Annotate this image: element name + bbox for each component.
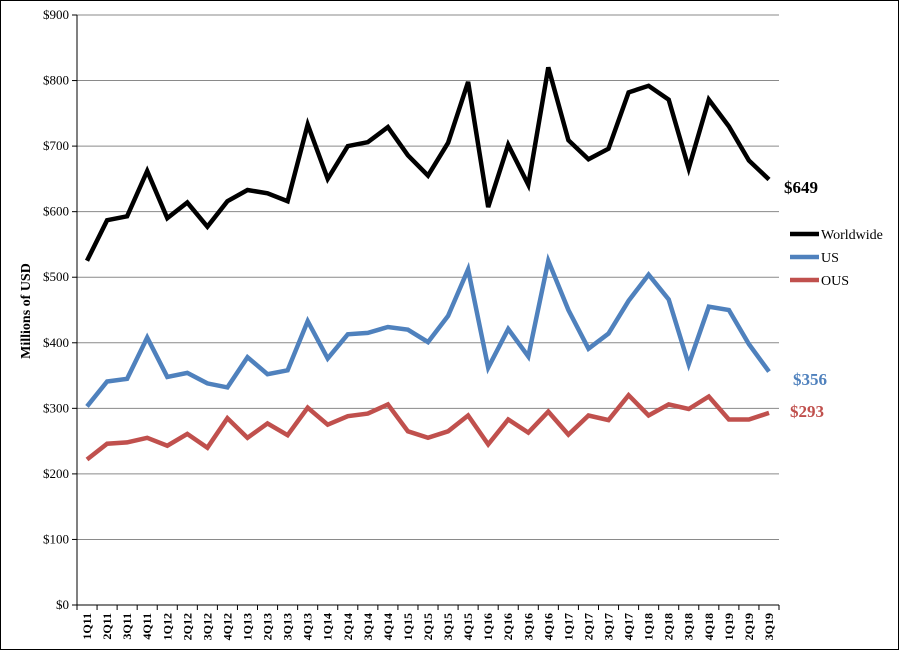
- y-tick-labels: $0 $100 $200 $300 $400 $500 $600 $700 $800 $900: [43, 7, 69, 612]
- series-line-worldwide: [84, 66, 771, 262]
- x-tick-label: 2Q12: [180, 613, 194, 640]
- x-tick-label: 1Q14: [321, 613, 335, 640]
- axes: [72, 14, 780, 610]
- end-label-worldwide: $649: [784, 178, 818, 197]
- x-tick-label: 2Q11: [100, 613, 114, 640]
- y-tick-label: $300: [43, 400, 69, 415]
- x-tick-label: 1Q12: [160, 613, 174, 640]
- y-tick-label: $700: [43, 138, 69, 153]
- y-tick-label: $200: [43, 466, 69, 481]
- series-line-ous: [85, 391, 770, 462]
- x-tick-label: 2Q14: [341, 613, 355, 640]
- legend: Worldwide US OUS: [790, 228, 883, 289]
- y-tick-label: $500: [43, 269, 69, 284]
- x-tick-label: 2Q17: [581, 613, 595, 640]
- gridlines: [77, 14, 779, 540]
- end-label-us: $356: [793, 370, 827, 389]
- y-tick-label: $100: [43, 531, 69, 546]
- end-label-ous: $293: [790, 402, 824, 421]
- x-tick-label: 4Q11: [140, 613, 154, 640]
- end-labels: $649 $356 $293: [784, 178, 827, 421]
- x-tick-label: 3Q12: [200, 613, 214, 640]
- x-tick-label: 2Q15: [421, 613, 435, 640]
- x-tick-label: 3Q15: [441, 613, 455, 640]
- y-tick-label: $800: [43, 73, 69, 88]
- x-tick-label: 2Q19: [742, 613, 756, 640]
- x-tick-label: 4Q17: [622, 613, 636, 640]
- x-tick-label: 1Q16: [481, 613, 495, 640]
- legend-label-us: US: [821, 251, 839, 266]
- x-tick-label: 3Q11: [120, 613, 134, 640]
- x-tick-label: 4Q12: [220, 613, 234, 640]
- x-tick-label: 3Q13: [281, 613, 295, 640]
- x-tick-label: 1Q11: [80, 613, 94, 640]
- x-tick-label: 3Q18: [682, 613, 696, 640]
- legend-label-ous: OUS: [821, 274, 849, 289]
- x-tick-label: 2Q16: [501, 613, 515, 640]
- x-tick-label: 3Q17: [602, 613, 616, 640]
- y-axis-label: Millions of USD: [19, 263, 34, 359]
- y-tick-label: $400: [43, 335, 69, 350]
- series-lines: [84, 66, 771, 462]
- x-tick-label: 1Q13: [240, 613, 254, 640]
- x-tick-label: 4Q15: [461, 613, 475, 640]
- x-tick-label: 2Q13: [261, 613, 275, 640]
- x-tick-label: 1Q15: [401, 613, 415, 640]
- x-tick-label: 4Q14: [381, 613, 395, 640]
- x-tick-labels: 1Q11 2Q11 3Q11 4Q11 1Q12 2Q12 3Q12 4Q12 1Q13 2Q13…: [80, 613, 776, 640]
- x-tick-label: 1Q17: [561, 613, 575, 640]
- x-tick-label: 1Q18: [642, 613, 656, 640]
- legend-label-worldwide: Worldwide: [821, 228, 883, 243]
- x-tick-label: 1Q19: [722, 613, 736, 640]
- x-tick-label: 2Q18: [662, 613, 676, 640]
- x-tick-label: 3Q16: [521, 613, 535, 640]
- x-tick-label: 3Q19: [762, 613, 776, 640]
- y-tick-label: $0: [56, 597, 69, 612]
- series-line-us: [85, 253, 771, 408]
- x-tick-label: 4Q13: [301, 613, 315, 640]
- y-tick-label: $900: [43, 7, 69, 22]
- x-tick-label: 4Q16: [541, 613, 555, 640]
- y-tick-label: $600: [43, 204, 69, 219]
- x-tick-label: 4Q18: [702, 613, 716, 640]
- x-tick-label: 3Q14: [361, 613, 375, 640]
